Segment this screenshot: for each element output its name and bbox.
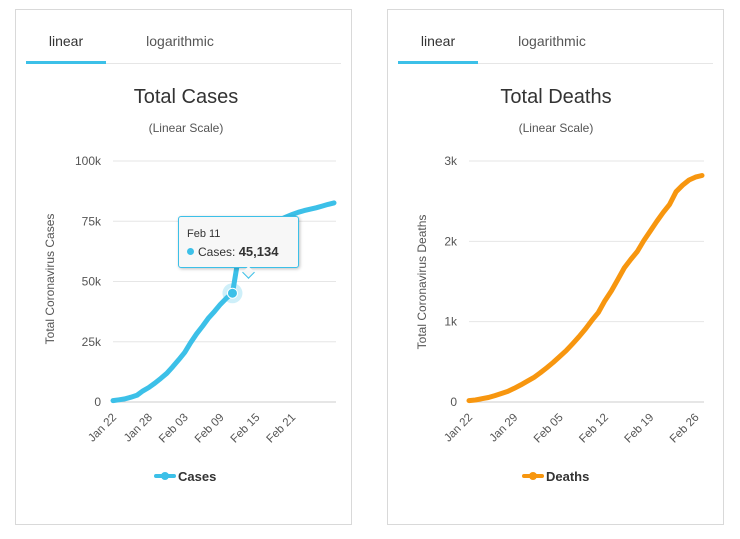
legend-item-cases[interactable]: Cases	[154, 469, 216, 484]
y-tick-label: 25k	[82, 335, 102, 349]
y-axis-title: Total Coronavirus Cases	[43, 214, 57, 345]
tab-logarithmic[interactable]: logarithmic	[518, 33, 586, 49]
x-tick-label: Feb 03	[157, 412, 191, 446]
x-tick-label: Feb 21	[265, 412, 299, 446]
tab-linear[interactable]: linear	[26, 10, 106, 64]
series-dot-icon	[187, 248, 194, 255]
hover-point[interactable]	[226, 287, 238, 299]
series-line-cases[interactable]	[110, 200, 337, 404]
y-tick-label: 3k	[444, 154, 458, 168]
deaths-chart-panel: linear logarithmic Total Deaths (Linear …	[387, 9, 724, 525]
x-tick-label: Feb 05	[532, 412, 566, 446]
x-tick-label: Feb 19	[623, 412, 657, 446]
tooltip-series-label: Cases:	[198, 245, 236, 259]
cases-line-chart: Total Cases (Linear Scale) Total Coronav…	[43, 86, 337, 484]
legend-label: Cases	[178, 469, 216, 484]
series-line-deaths[interactable]	[466, 173, 705, 404]
y-axis-title: Total Coronavirus Deaths	[415, 215, 429, 350]
x-tick-label: Jan 22	[86, 412, 119, 445]
legend-item-deaths[interactable]: Deaths	[522, 469, 589, 484]
y-tick-label: 50k	[82, 275, 102, 289]
tab-linear[interactable]: linear	[398, 10, 478, 64]
tooltip-date: Feb 11	[187, 228, 221, 240]
y-tick-label: 0	[450, 395, 457, 409]
hover-tooltip: Feb 11 Cases: 45,134	[178, 216, 299, 279]
scale-tabs: linear logarithmic	[398, 10, 713, 64]
chart-subtitle: (Linear Scale)	[149, 121, 224, 135]
chart-subtitle: (Linear Scale)	[519, 121, 594, 135]
y-tick-label: 0	[94, 395, 101, 409]
y-tick-label: 75k	[82, 214, 102, 228]
legend-label: Deaths	[546, 469, 589, 484]
x-tick-label: Feb 15	[229, 412, 263, 446]
scale-tabs: linear logarithmic	[26, 10, 341, 64]
x-tick-label: Jan 28	[122, 412, 155, 445]
legend-dot-icon	[529, 472, 537, 480]
deaths-line-chart: Total Deaths (Linear Scale) Total Corona…	[415, 86, 705, 484]
y-tick-label: 2k	[444, 234, 458, 248]
y-tick-label: 100k	[75, 154, 102, 168]
x-tick-label: Jan 29	[488, 412, 521, 445]
tooltip-row: Cases: 45,134	[187, 244, 278, 259]
x-tick-label: Feb 26	[668, 412, 702, 446]
tab-logarithmic[interactable]: logarithmic	[146, 33, 214, 49]
y-tick-label: 1k	[444, 315, 458, 329]
x-tick-label: Feb 09	[193, 412, 227, 446]
tooltip-value: 45,134	[238, 244, 279, 259]
x-tick-label: Jan 22	[442, 412, 475, 445]
x-tick-label: Feb 12	[577, 412, 611, 446]
cases-chart-panel: linear logarithmic Total Cases (Linear S…	[15, 9, 352, 525]
chart-title: Total Cases	[134, 86, 239, 108]
legend-dot-icon	[161, 472, 169, 480]
chart-title: Total Deaths	[500, 86, 611, 108]
